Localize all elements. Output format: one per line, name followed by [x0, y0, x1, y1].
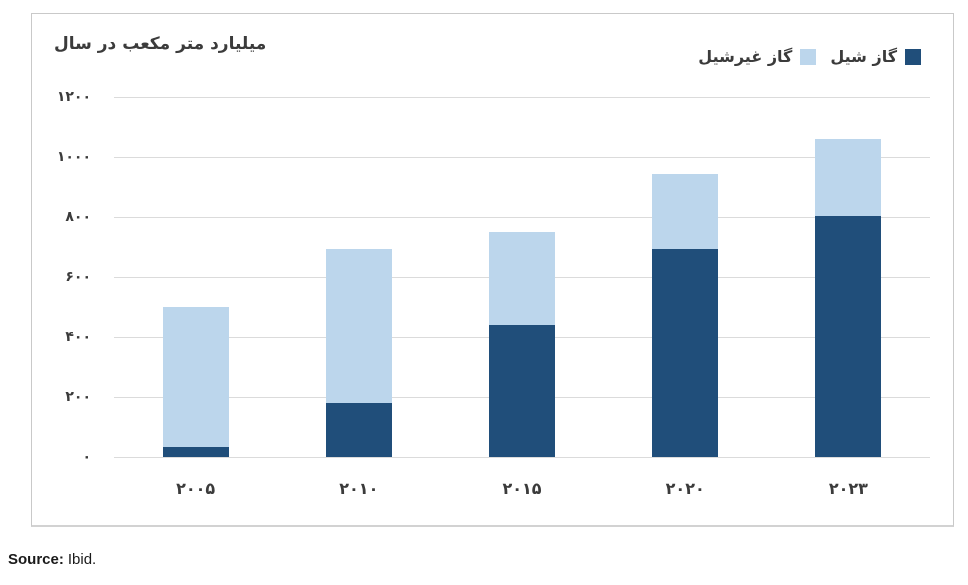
bar-group-2010 — [325, 97, 392, 457]
gridline — [114, 216, 930, 218]
x-axis-label: ۲۰۰۵ — [176, 479, 216, 498]
gridline — [114, 96, 930, 98]
legend-swatch-shale-gas-icon — [905, 48, 921, 65]
plot-area: ۰ ۲۰۰ ۴۰۰ ۶۰۰ ۸۰۰ ۱۰۰۰ ۱۲۰۰ ۲۰۰۵ ۲۰۱۰ ۲۰۱۵ ۲۰۲۰ ۲۰۲… — [57, 89, 930, 498]
bar-group-2023 — [815, 97, 882, 457]
legend-swatch-nonshale-gas-icon — [800, 48, 817, 65]
legend-item-shale-gas: گاز شیل — [830, 47, 921, 66]
y-axis-tick-label: ۸۰۰ — [65, 209, 91, 225]
chart-title: میلیارد متر مکعب در سال — [54, 34, 267, 54]
y-axis-tick-label: ۴۰۰ — [65, 329, 91, 345]
source-label: Source: — [8, 551, 64, 568]
gridline — [114, 156, 930, 158]
y-axis-tick-label: ۶۰۰ — [65, 269, 91, 285]
bar-segment-series-0 — [325, 403, 392, 457]
legend-label-nonshale-gas: گاز غیرشیل — [698, 47, 793, 66]
y-axis-tick-label: ۱۰۰۰ — [56, 149, 91, 165]
bar-segment-series-1 — [162, 307, 229, 447]
y-axis-tick-label: ۲۰۰ — [65, 389, 91, 405]
x-axis-label: ۲۰۲۳ — [828, 479, 868, 498]
bar-segment-series-1 — [489, 232, 555, 325]
bar-segment-series-1 — [652, 173, 719, 249]
bar-group-2015 — [489, 97, 555, 457]
bar-group-2020 — [652, 97, 719, 457]
gridline — [114, 456, 930, 458]
bar-segment-series-1 — [325, 248, 392, 403]
bar-group-2005 — [162, 97, 229, 457]
bar-segment-series-1 — [815, 139, 882, 216]
bar-segment-series-0 — [652, 248, 719, 457]
chart-legend: گاز شیل گاز غیرشیل — [698, 47, 921, 66]
y-axis-tick-label: ۱۲۰۰ — [56, 89, 91, 105]
source-note: Source: Ibid. — [8, 551, 96, 568]
x-axis-label: ۲۰۱۵ — [502, 479, 542, 498]
bar-segment-series-0 — [489, 325, 555, 457]
legend-item-nonshale-gas: گاز غیرشیل — [698, 47, 817, 66]
x-axis-label: ۲۰۲۰ — [665, 479, 705, 498]
bar-segment-series-0 — [162, 446, 229, 457]
x-axis-label: ۲۰۱۰ — [339, 479, 379, 498]
source-text: Ibid. — [67, 551, 97, 568]
bar-segment-series-0 — [815, 215, 882, 457]
chart-card: میلیارد متر مکعب در سال گاز شیل گاز غیرش… — [31, 13, 954, 527]
y-axis-tick-label: ۰ — [82, 449, 91, 465]
legend-label-shale-gas: گاز شیل — [830, 47, 897, 66]
